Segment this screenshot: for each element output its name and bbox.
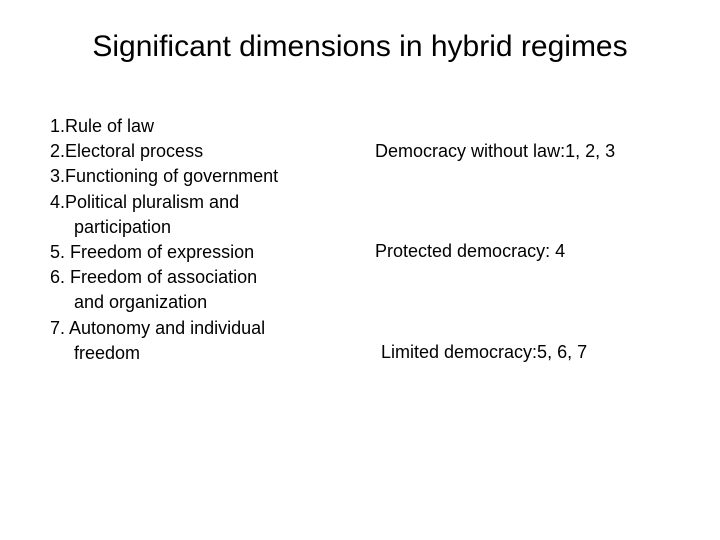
list-item-3: 3.Functioning of government [50, 164, 365, 189]
list-item-2: 2.Electoral process [50, 139, 365, 164]
category-3: Limited democracy:5, 6, 7 [375, 340, 680, 365]
slide-title: Significant dimensions in hybrid regimes [0, 0, 720, 74]
list-item-5: 5. Freedom of expression [50, 240, 365, 265]
list-item-4: 4.Political pluralism and [50, 190, 365, 215]
list-item-6: 6. Freedom of association [50, 265, 365, 290]
category-1: Democracy without law:1, 2, 3 [375, 139, 680, 164]
category-2: Protected democracy: 4 [375, 239, 680, 264]
list-item-4-cont: participation [50, 215, 365, 240]
list-item-1: 1.Rule of law [50, 114, 365, 139]
list-item-6-cont: and organization [50, 290, 365, 315]
list-item-7-cont: freedom [50, 341, 365, 366]
left-column: 1.Rule of law 2.Electoral process 3.Func… [50, 114, 365, 366]
list-item-7: 7. Autonomy and individual [50, 316, 365, 341]
content-area: 1.Rule of law 2.Electoral process 3.Func… [0, 74, 720, 366]
right-column: Democracy without law:1, 2, 3 Protected … [365, 114, 680, 366]
